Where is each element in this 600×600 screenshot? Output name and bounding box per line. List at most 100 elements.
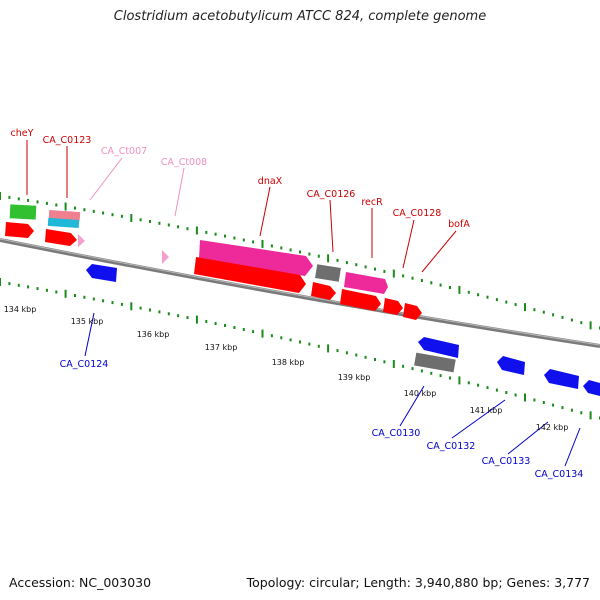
upper-tick (327, 254, 330, 263)
lower-tick (205, 320, 208, 323)
upper-tick (252, 240, 255, 244)
lower-tick (411, 367, 414, 371)
scale-label: 136 kbp (137, 330, 170, 339)
lower-tick (139, 306, 142, 310)
lower-tick (317, 344, 320, 348)
lower-tick (280, 336, 283, 340)
upper-tick (0, 192, 1, 200)
lower-tick (252, 330, 255, 334)
upper-tick (533, 308, 536, 312)
gene-CA_C0130[interactable] (418, 337, 459, 358)
lower-tick (55, 290, 58, 294)
lower-tick (186, 316, 189, 320)
lower-tick (45, 288, 48, 292)
lower-tick (486, 386, 489, 390)
lower-tick (158, 310, 161, 314)
gene-CA_C0134[interactable] (583, 380, 600, 396)
upper-tick (449, 286, 451, 289)
upper-tick (486, 295, 489, 299)
gene-recR[interactable] (340, 289, 381, 311)
gene-red-2[interactable] (45, 229, 77, 246)
gene-CA_C0123-b[interactable] (47, 217, 80, 229)
upper-tick (374, 267, 376, 271)
gene-dnaX-upper[interactable] (199, 240, 313, 276)
upper-tick (83, 208, 86, 212)
lower-tick (167, 312, 170, 316)
gene-gray-reverse[interactable] (414, 352, 456, 373)
upper-tick (214, 232, 217, 236)
lower-tick (27, 285, 30, 289)
lower-tick (289, 338, 292, 342)
upper-tick (524, 303, 526, 312)
scale-label: 139 kbp (338, 373, 371, 382)
lower-tick (261, 329, 264, 338)
upper-tick-track (0, 192, 600, 330)
gene-cheY[interactable] (9, 204, 37, 220)
lower-tick (570, 408, 573, 412)
lower-tick (8, 282, 11, 286)
gene-recR-upper[interactable] (344, 272, 388, 294)
lower-tick (270, 334, 273, 338)
lower-tick (224, 324, 226, 327)
upper-tick (289, 248, 292, 252)
lower-tick (420, 369, 423, 373)
lower-tick (383, 360, 386, 364)
label-cheY: cheY (11, 128, 34, 139)
gene-CA_C0126[interactable] (315, 264, 341, 282)
upper-tick (102, 211, 105, 215)
lower-tick (195, 315, 198, 324)
leader-CA_C0133 (507, 421, 549, 455)
upper-tick (261, 239, 264, 248)
gene-CA_C0124[interactable] (86, 264, 117, 282)
label-CA_C0123: CA_C0123 (43, 135, 92, 146)
gene-bofA[interactable] (403, 303, 422, 320)
gene-CA_C0128[interactable] (383, 298, 403, 315)
label-CA_C0134: CA_C0134 (535, 469, 584, 480)
upper-tick (420, 279, 423, 282)
upper-tick (430, 281, 433, 285)
upper-tick (561, 315, 564, 319)
lower-tick (458, 376, 461, 385)
label-CA_Ct008: CA_Ct008 (161, 157, 207, 168)
upper-tick (458, 285, 461, 294)
lower-tick (0, 278, 1, 286)
upper-tick (55, 203, 58, 207)
upper-tick (299, 250, 301, 254)
upper-tick (552, 313, 555, 317)
upper-tick (495, 298, 498, 302)
scale-label: 138 kbp (272, 358, 305, 367)
gene-CA_Ct007[interactable] (78, 234, 85, 247)
gene-CA_C0123-a[interactable] (48, 209, 81, 222)
label-CA_C0132: CA_C0132 (427, 441, 476, 452)
lower-tick (233, 326, 236, 329)
lower-tick (102, 299, 105, 303)
upper-tick (467, 290, 470, 294)
lower-tick (439, 374, 442, 378)
gene-red-1[interactable] (5, 222, 34, 238)
gene-red-3[interactable] (311, 282, 336, 300)
genome-summary-text: Topology: circular; Length: 3,940,880 bp… (246, 575, 590, 590)
upper-tick (345, 261, 348, 265)
upper-tick (542, 310, 545, 314)
upper-tick (74, 206, 76, 210)
gene-CA_C0132[interactable] (497, 356, 525, 375)
lower-tick (308, 342, 311, 346)
upper-tick (580, 321, 583, 325)
upper-tick (392, 269, 395, 278)
upper-tick (242, 238, 245, 242)
lower-tick (589, 411, 592, 420)
gene-CA_Ct008[interactable] (162, 250, 169, 264)
upper-tick (120, 214, 123, 218)
lower-tick (120, 302, 123, 306)
lower-tick (242, 328, 245, 331)
lower-tick (542, 401, 545, 404)
gene-CA_C0133[interactable] (544, 369, 579, 389)
genome-backbone-highlight (0, 238, 600, 346)
leader-CA_C0124 (84, 312, 95, 357)
scale-label: 134 kbp (4, 305, 37, 314)
lower-tick (364, 355, 367, 359)
gene-dnaX[interactable] (194, 257, 306, 293)
upper-tick (139, 218, 142, 222)
upper-tick (224, 234, 226, 238)
label-CA_C0130: CA_C0130 (372, 428, 421, 439)
